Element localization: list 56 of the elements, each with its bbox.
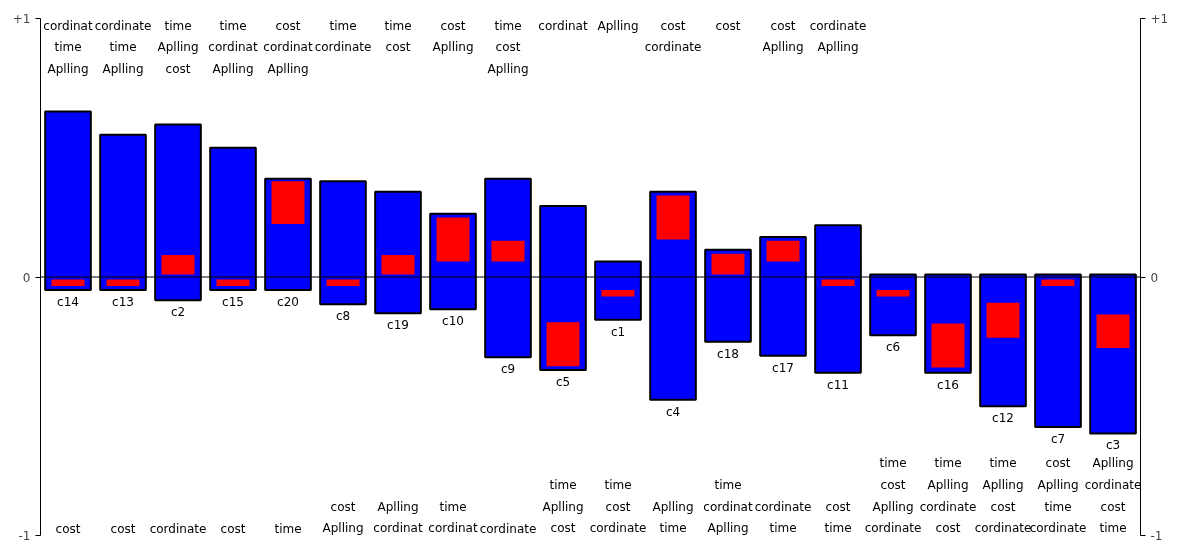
x-tick-label: c15 <box>222 294 244 309</box>
annotation: cost Aplling <box>432 18 474 55</box>
x-tick-label: c19 <box>387 318 409 333</box>
y2-tick-label: 0 <box>1150 270 1159 285</box>
x-tick-label: c2 <box>170 305 186 320</box>
annotation: cordinate time <box>754 499 812 536</box>
annotation: cost <box>715 18 741 33</box>
x-tick-label: c12 <box>992 411 1014 426</box>
x-tick-label: c7 <box>1050 431 1066 446</box>
x-tick-label: c17 <box>772 360 794 375</box>
annotation: cost cordinate <box>644 18 702 55</box>
x-tick-label: c1 <box>610 324 626 339</box>
x-tick-label: c9 <box>500 362 516 377</box>
annotation: time cordinat Aplling <box>208 18 258 76</box>
annotation: time cost cordinate <box>589 478 647 536</box>
annotation: time <box>274 521 302 536</box>
annotation: cordinate Aplling <box>809 18 867 55</box>
annotation: Aplling <box>597 18 639 33</box>
annotation: cost <box>110 521 136 536</box>
y-tick-label: -1 <box>18 529 31 543</box>
annotation: time cost <box>384 18 412 55</box>
x-tick-label: c16 <box>937 377 959 392</box>
annotation: cost Aplling <box>322 499 364 536</box>
x-tick-label: c6 <box>885 340 901 355</box>
y2-tick-label: -1 <box>1150 529 1163 543</box>
annotation: time cordinat Aplling <box>703 478 753 536</box>
annotation: cost cordinat Aplling <box>263 18 313 76</box>
annotation: cordinat <box>538 18 588 33</box>
x-tick-label: c5 <box>555 375 571 390</box>
x-tick-label: c14 <box>57 294 79 309</box>
annotation: cordinate time Aplling <box>94 18 152 76</box>
x-tick-label: c13 <box>112 294 134 309</box>
y2-tick-label: +1 <box>1150 12 1169 26</box>
annotation: cost time <box>824 499 852 536</box>
y-tick-label: 0 <box>22 270 31 285</box>
annotation: cordinat time Aplling <box>43 18 93 76</box>
x-tick-label: c4 <box>665 404 681 419</box>
annotation: time cordinat <box>428 499 478 536</box>
annotation: cost <box>220 521 246 536</box>
annotation: time Aplling cost <box>157 18 199 76</box>
x-tick-label: c20 <box>277 294 299 309</box>
x-tick-label: c8 <box>335 309 351 324</box>
x-tick-label: c11 <box>827 377 849 392</box>
annotation: time cordinate <box>314 18 372 55</box>
annotation: cordinate <box>479 521 537 536</box>
y-tick-label: +1 <box>12 12 31 26</box>
annotation: Aplling cordinat <box>373 499 423 536</box>
x-tick-label: c18 <box>717 346 739 361</box>
annotation: time cost Aplling <box>487 18 529 76</box>
x-tick-label: c3 <box>1105 438 1121 453</box>
annotation: cost Aplling <box>762 18 804 55</box>
annotation: Aplling time <box>652 499 694 536</box>
annotation: cost <box>55 521 81 536</box>
annotation: cordinate <box>149 521 207 536</box>
annotation: time Aplling cost <box>542 478 584 536</box>
x-tick-label: c10 <box>442 314 464 329</box>
